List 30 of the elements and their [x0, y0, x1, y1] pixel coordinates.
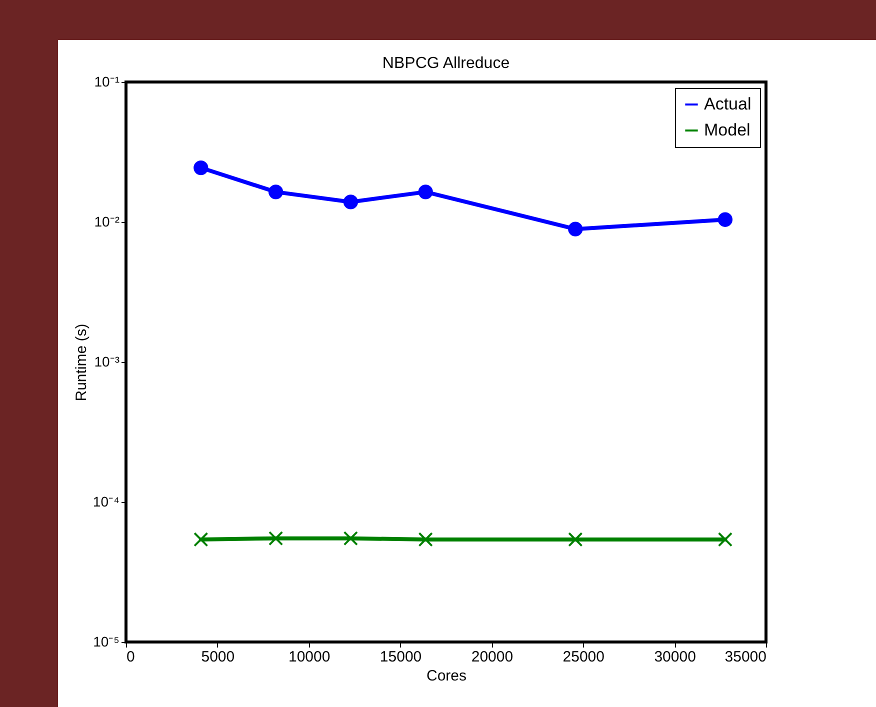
y-tick-label: 10⁻³: [94, 354, 120, 370]
y-tick-label: 10⁻¹: [94, 74, 120, 90]
x-tick-label: 15000: [380, 648, 422, 666]
point: [268, 531, 284, 546]
point: [718, 532, 733, 547]
point: [194, 532, 208, 547]
legend-label: Model: [704, 120, 750, 140]
point: [568, 222, 583, 236]
point: [343, 194, 358, 210]
y-tick-label: 10⁻²: [94, 214, 120, 230]
x-tick-label: 35000: [724, 648, 766, 666]
x-tick-label: 20000: [471, 648, 514, 666]
point: [194, 160, 208, 176]
point: [343, 531, 358, 546]
y-axis-title: Runtime (s): [72, 324, 90, 402]
x-tick-label: 30000: [654, 648, 696, 666]
y-tick-label: 10⁻⁵: [93, 634, 120, 650]
point: [268, 184, 284, 200]
point: [568, 532, 583, 547]
x-tick-label: 0: [126, 648, 135, 666]
x-axis-title: Cores: [426, 668, 467, 684]
x-tick-label: 25000: [562, 648, 604, 666]
legend-label: Actual: [704, 94, 752, 114]
x-tick-label: 10000: [288, 648, 330, 666]
point: [418, 532, 433, 547]
chart-title: NBPCG Allreduce: [382, 55, 510, 72]
point: [718, 212, 733, 227]
point: [418, 184, 433, 200]
y-tick-label: 10⁻⁴: [92, 494, 120, 510]
x-tick-label: 5000: [201, 648, 235, 666]
